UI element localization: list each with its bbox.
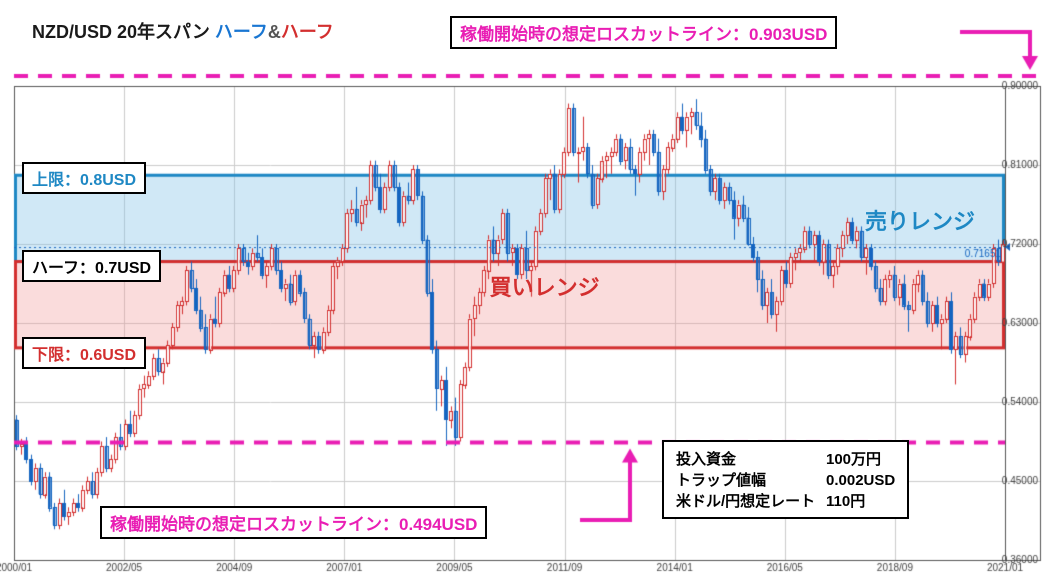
info-row: 米ドル/円想定レート110円	[676, 490, 895, 511]
info-row: トラップ値幅0.002USD	[676, 469, 895, 490]
range-half-label: ハーフ：0.7USD	[22, 250, 161, 282]
sell-zone-label: 売りレンジ	[865, 204, 975, 236]
losscut-upper-label: 稼働開始時の想定ロスカットライン：0.903USD	[450, 16, 837, 49]
info-row: 投入資金100万円	[676, 448, 895, 469]
range-upper-label: 上限：0.8USD	[22, 162, 146, 194]
buy-zone-label: 買いレンジ	[490, 270, 600, 302]
chart-title: NZD/USD 20年スパン ハーフ&ハーフ	[32, 18, 334, 44]
losscut-lower-label: 稼働開始時の想定ロスカットライン：0.494USD	[100, 506, 487, 539]
range-lower-label: 下限：0.6USD	[22, 337, 146, 369]
info-box: 投入資金100万円トラップ値幅0.002USD米ドル/円想定レート110円	[662, 440, 909, 519]
